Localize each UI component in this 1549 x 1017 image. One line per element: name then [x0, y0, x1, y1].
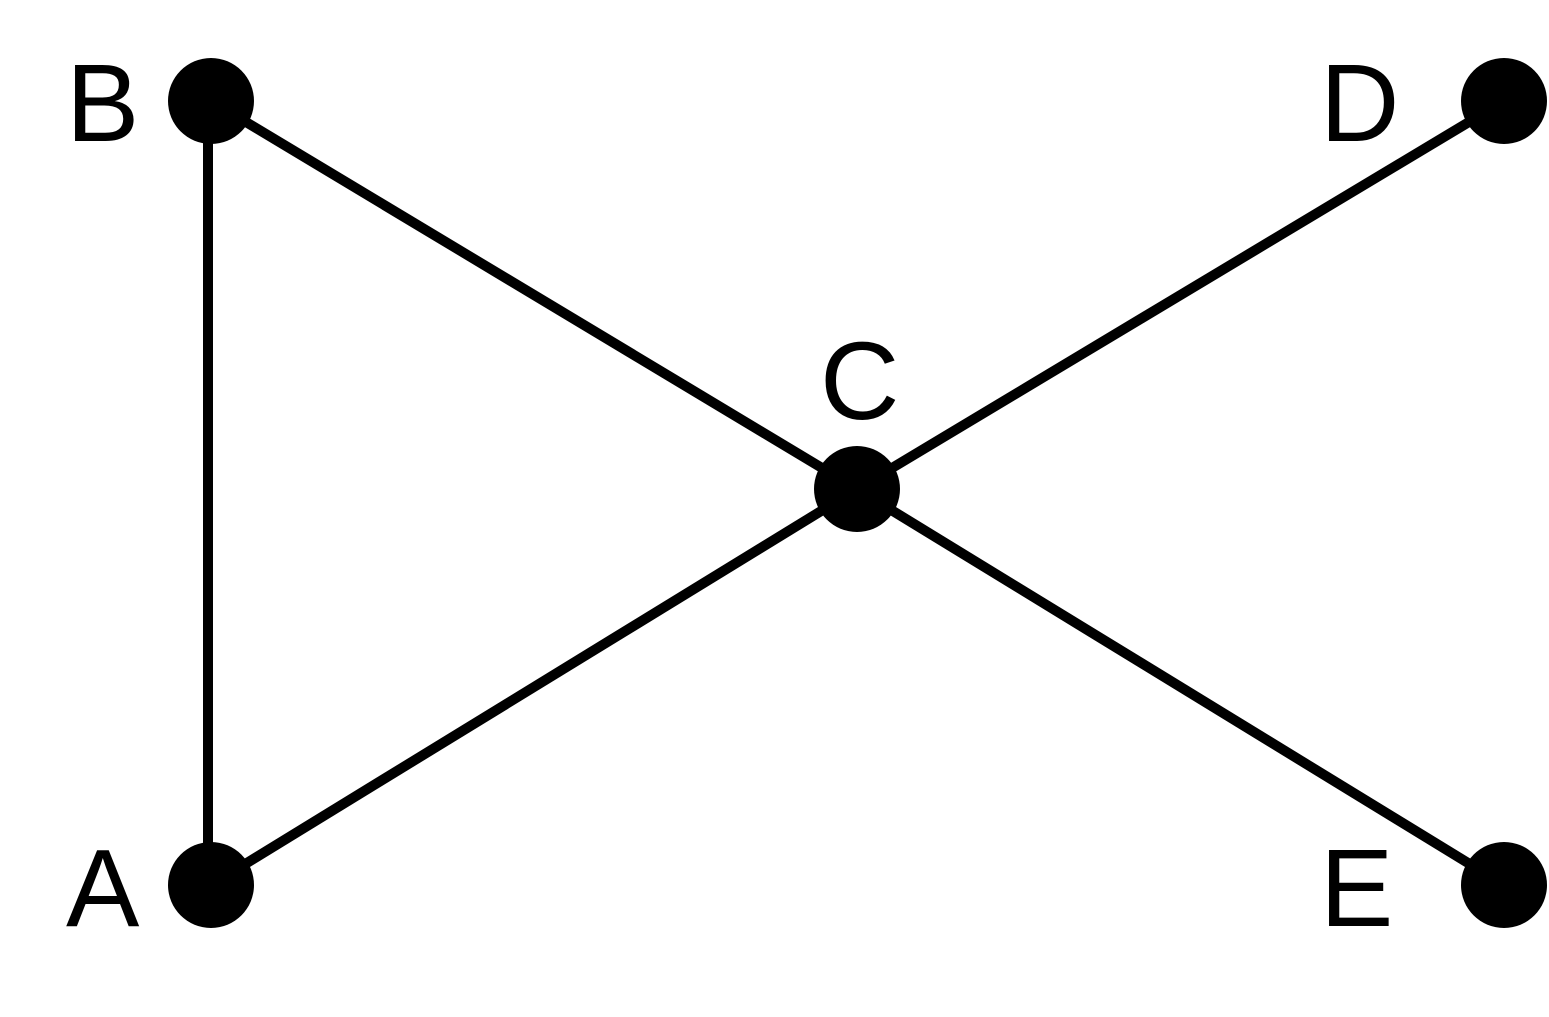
node-b — [168, 58, 254, 144]
node-a — [168, 842, 254, 928]
node-label-e: E — [1320, 827, 1393, 950]
node-c — [814, 446, 900, 532]
node-label-b: B — [66, 42, 139, 165]
node-label-c: C — [820, 320, 899, 443]
graph-labels: A B C D E — [66, 42, 1399, 950]
node-d — [1461, 58, 1547, 144]
node-e — [1461, 842, 1547, 928]
node-label-d: D — [1320, 42, 1399, 165]
node-label-a: A — [66, 827, 140, 950]
graph-nodes — [168, 58, 1547, 928]
edge-c-e — [854, 484, 1507, 890]
graph-edges — [203, 96, 1507, 890]
edge-a-c — [208, 484, 860, 890]
edge-b-c — [208, 96, 860, 494]
edge-c-d — [854, 96, 1507, 494]
